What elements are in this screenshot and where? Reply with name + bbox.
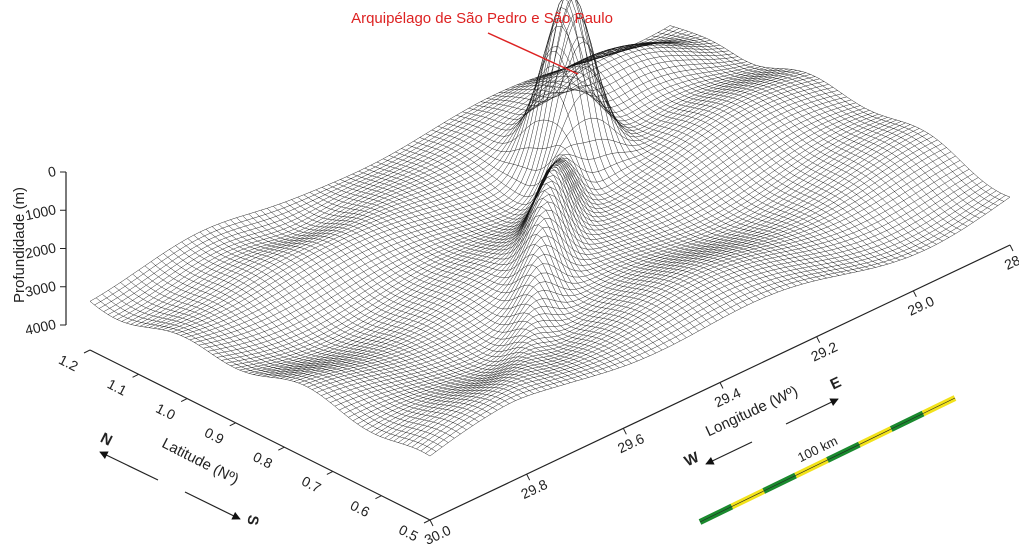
longitude-tick [720,383,723,389]
latitude-tick-label: 1.2 [56,351,81,374]
latitude-tick-label: 1.1 [105,376,130,399]
longitude-tick-label: 28.8 [1002,247,1019,273]
mesh-line [212,227,552,389]
longitude-tick [913,291,916,297]
longitude-tick [527,474,530,480]
mesh-line [421,193,1001,451]
latitude-tick [133,374,139,377]
mesh-line [172,26,752,332]
latitude-tick [181,399,187,402]
mesh-line [176,246,516,401]
north-label: N [98,429,115,449]
mesh-line [167,46,747,331]
longitude-tick [1010,245,1013,251]
mesh-line [312,119,892,390]
longitude-tick-label: 30.0 [422,522,454,547]
longitude-tick-label: 29.6 [615,430,647,456]
annotation: Arquipélago de São Pedro e São Paulo [351,10,613,27]
mesh-line [389,169,969,440]
latitude-tick-label: 0.7 [299,473,324,496]
latitude-tick [278,447,284,450]
latitude-tick-label: 0.6 [348,497,373,520]
depth-tick-label: 3000 [24,278,58,300]
mesh-line [133,274,473,426]
east-label: E [828,374,844,394]
mesh-line [151,262,491,414]
depth-tick-label: 0 [46,163,57,180]
longitude-tick [817,337,820,343]
mesh-line [664,29,1004,201]
mesh-line [591,45,931,248]
mesh-line [104,30,684,312]
west-arrow [706,442,752,464]
mesh-line [536,67,876,268]
latitude-tick [424,520,430,523]
wireframe-surface [90,0,1010,456]
latitude-tick-label: 0.8 [251,448,276,471]
mesh-line [285,108,865,379]
mesh-line [271,100,851,378]
mesh-line [658,33,998,206]
depth-tick-label: 2000 [24,239,58,261]
mesh-line [253,87,833,374]
mesh-line [145,266,485,418]
latitude-tick [230,423,236,426]
mesh-line [334,182,674,344]
mesh-line [222,71,802,360]
latitude-tick [84,350,90,353]
east-arrow [786,399,838,424]
mesh-line [163,253,503,406]
mesh-line [190,0,770,340]
longitude-tick-label: 29.8 [518,476,550,502]
mesh-line [262,94,842,377]
terrain-plot: Arquipélago de São Pedro e São Paulo Pro… [0,0,1019,547]
mesh-line [163,59,743,330]
longitude-tick [623,428,626,434]
latitude-tick [327,471,333,474]
latitude-tick-label: 0.9 [202,424,227,447]
latitude-tick-label: 0.5 [396,521,421,544]
mesh-line [157,257,497,410]
longitude-tick-label: 29.4 [712,384,744,410]
mesh-line [456,51,796,286]
latitude-axis-label: Latitude (Nº) [159,435,241,488]
longitude-tick-label: 29.2 [808,338,840,364]
south-label: S [243,514,261,527]
north-arrow [100,452,158,480]
west-label: W [682,448,703,470]
mesh-line [108,31,688,314]
south-arrow [185,492,240,519]
mesh-line [135,43,715,326]
depth-tick-label: 1000 [24,201,58,223]
mesh-line [158,57,738,329]
mesh-line [542,63,882,266]
latitude-tick [375,496,381,499]
mesh-line [328,185,668,348]
depth-tick-label: 4000 [24,316,58,338]
mesh-line [122,36,702,321]
longitude-axis-label: Longitude (Wº) [703,383,801,441]
mesh-line [181,0,761,335]
longitude-tick [430,520,433,526]
mesh-line [102,294,442,447]
longitude-tick-label: 29.0 [905,293,937,319]
mesh-line [90,301,430,456]
mesh-line [412,188,992,447]
latitude-tick-label: 1.0 [153,400,178,423]
mesh-line [481,0,821,279]
mesh-line [335,126,915,406]
mesh-line [348,134,928,418]
mesh-line [670,26,1010,198]
